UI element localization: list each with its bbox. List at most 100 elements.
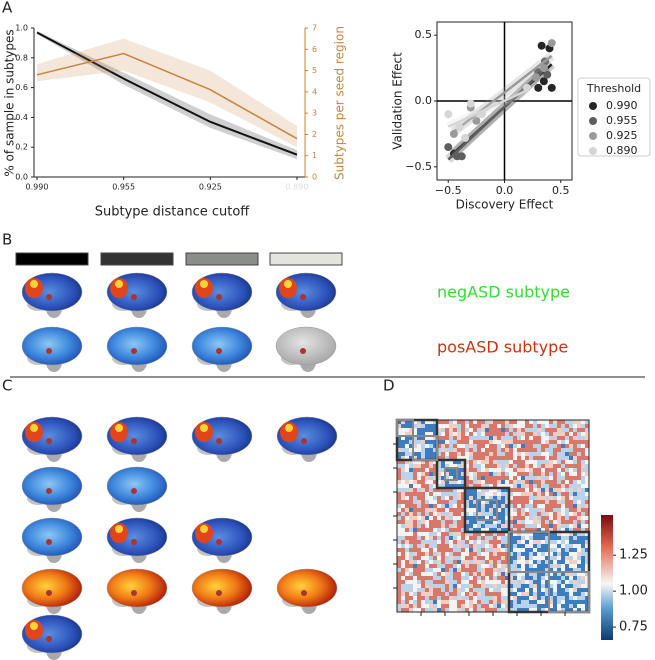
- matrix-cell: [409, 472, 413, 476]
- matrix-cell: [533, 424, 537, 428]
- matrix-cell: [557, 584, 561, 588]
- matrix-cell: [409, 556, 413, 560]
- y-tick-label: 0.5: [415, 28, 433, 41]
- matrix-cell: [493, 580, 497, 584]
- matrix-cell: [541, 504, 545, 508]
- matrix-cell: [425, 560, 429, 564]
- matrix-cell: [481, 532, 485, 536]
- matrix-cell: [541, 512, 545, 516]
- cluster-box: [435, 458, 467, 490]
- matrix-cell: [537, 572, 541, 576]
- matrix-cell: [549, 532, 553, 536]
- threshold-swatch: [269, 252, 343, 266]
- matrix-cell: [505, 484, 509, 488]
- subtype-label: negASD subtype: [437, 283, 570, 302]
- matrix-cell: [561, 508, 565, 512]
- matrix-cell: [557, 596, 561, 600]
- matrix-cell: [497, 540, 501, 544]
- matrix-cell: [445, 564, 449, 568]
- matrix-cell: [577, 516, 581, 520]
- matrix-cell: [421, 456, 425, 460]
- matrix-cell: [409, 440, 413, 444]
- matrix-cell: [441, 476, 445, 480]
- matrix-cell: [517, 440, 521, 444]
- matrix-cell: [549, 476, 553, 480]
- matrix-cell: [541, 480, 545, 484]
- matrix-cell: [425, 572, 429, 576]
- matrix-cell: [405, 604, 409, 608]
- matrix-cell: [569, 532, 573, 536]
- matrix-cell: [529, 552, 533, 556]
- matrix-cell: [405, 424, 409, 428]
- matrix-cell: [453, 552, 457, 556]
- matrix-cell: [465, 508, 469, 512]
- matrix-cell: [549, 584, 553, 588]
- matrix-cell: [437, 540, 441, 544]
- matrix-cell: [493, 456, 497, 460]
- matrix-cell: [509, 516, 513, 520]
- matrix-cell: [537, 552, 541, 556]
- matrix-cell: [513, 512, 517, 516]
- matrix-cell: [421, 584, 425, 588]
- brain-hotspot: [284, 280, 292, 288]
- matrix-cell: [561, 580, 565, 584]
- matrix-cell: [489, 528, 493, 532]
- matrix-cell: [485, 580, 489, 584]
- matrix-cell: [545, 440, 549, 444]
- matrix-cell: [445, 484, 449, 488]
- matrix-cell: [497, 600, 501, 604]
- matrix-cell: [485, 592, 489, 596]
- matrix-cell: [489, 424, 493, 428]
- matrix-cell: [437, 444, 441, 448]
- matrix-cell: [569, 564, 573, 568]
- matrix-cell: [421, 444, 425, 448]
- matrix-cell: [533, 608, 537, 612]
- matrix-cell: [445, 580, 449, 584]
- matrix-cell: [517, 496, 521, 500]
- matrix-cell: [413, 524, 417, 528]
- matrix-cell: [513, 504, 517, 508]
- matrix-cell: [421, 448, 425, 452]
- matrix-cell: [521, 480, 525, 484]
- matrix-cell: [573, 480, 577, 484]
- matrix-cell: [561, 600, 565, 604]
- matrix-cell: [573, 572, 577, 576]
- matrix-cell: [497, 524, 501, 528]
- matrix-cell: [437, 592, 441, 596]
- matrix-cell: [517, 592, 521, 596]
- matrix-cell: [465, 468, 469, 472]
- matrix-cell: [473, 564, 477, 568]
- legend-label: 0.955: [606, 114, 638, 127]
- matrix-cell: [581, 424, 585, 428]
- matrix-cell: [485, 588, 489, 592]
- matrix-cell: [477, 536, 481, 540]
- matrix-cell: [509, 448, 513, 452]
- matrix-cell: [577, 488, 581, 492]
- matrix-cell: [469, 524, 473, 528]
- matrix-cell: [477, 528, 481, 532]
- matrix-cell: [533, 568, 537, 572]
- matrix-cell: [481, 496, 485, 500]
- matrix-cell: [553, 544, 557, 548]
- matrix-cell: [541, 600, 545, 604]
- matrix-cell: [525, 432, 529, 436]
- matrix-cell: [565, 608, 569, 612]
- matrix-cell: [517, 456, 521, 460]
- matrix-cell: [537, 576, 541, 580]
- matrix-cell: [573, 576, 577, 580]
- matrix-cell: [453, 432, 457, 436]
- brain-hotspot: [200, 424, 208, 432]
- matrix-cell: [585, 604, 589, 608]
- matrix-cell: [413, 448, 417, 452]
- matrix-cell: [509, 456, 513, 460]
- matrix-cell: [541, 552, 545, 556]
- brain: [21, 568, 83, 608]
- matrix-cell: [553, 428, 557, 432]
- matrix-cell: [581, 460, 585, 464]
- matrix-cell: [513, 592, 517, 596]
- matrix-cell: [425, 484, 429, 488]
- matrix-cell: [521, 444, 525, 448]
- matrix-cell: [461, 564, 465, 568]
- matrix-cell: [553, 560, 557, 564]
- matrix-cell: [461, 532, 465, 536]
